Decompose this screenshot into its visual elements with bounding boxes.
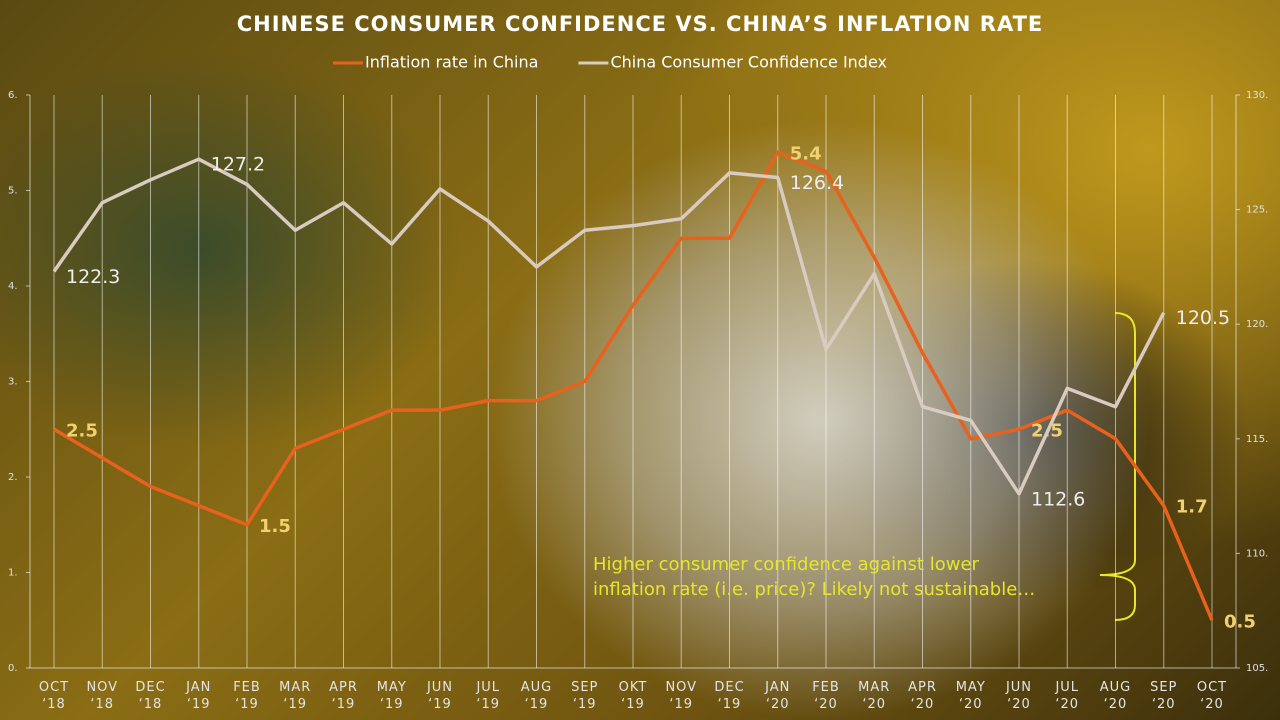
x-tick-label: DEC ‘18 <box>135 680 166 712</box>
series-line <box>52 157 1166 496</box>
x-tick-label: JUL ‘19 <box>476 680 501 712</box>
x-tick-label: JUN ‘20 <box>1005 680 1033 712</box>
x-tick-label: JAN ‘19 <box>186 680 212 712</box>
x-tick-label: AUG ‘19 <box>520 680 553 712</box>
x-tick-label: FEB ‘20 <box>812 680 840 712</box>
x-tick-label: DEC ‘19 <box>714 680 745 712</box>
x-tick-label: MAY ‘19 <box>376 680 407 712</box>
y2-tick-label: 105. <box>1246 663 1268 674</box>
annotation: inflation rate (i.e. price)? Likely not … <box>593 579 1036 600</box>
y-tick-label: 3. <box>8 377 18 388</box>
x-tick-label: FEB ‘19 <box>233 680 261 712</box>
y-tick-label: 6. <box>8 90 18 101</box>
data-label: 112.6 <box>1031 488 1085 510</box>
x-tick-label: JAN ‘20 <box>765 680 791 712</box>
y2-tick-label: 120. <box>1246 319 1268 330</box>
x-tick-label: JUN ‘19 <box>426 680 454 712</box>
chart-title: CHINESE CONSUMER CONFIDENCE VS. CHINA’S … <box>237 12 1044 36</box>
y2-tick-label: 125. <box>1246 205 1268 216</box>
x-tick-label: NOV ‘18 <box>86 680 119 712</box>
x-tick-label: OCT ‘18 <box>38 680 70 712</box>
data-label: 0.5 <box>1224 611 1256 632</box>
y2-tick-label: 130. <box>1246 90 1268 101</box>
y-tick-label: 5. <box>8 186 18 197</box>
x-tick-label: SEP ‘19 <box>571 680 599 712</box>
x-tick-label: JUL ‘20 <box>1055 680 1080 712</box>
y2-tick-label: 115. <box>1246 434 1268 445</box>
y2-tick-label: 110. <box>1246 548 1268 559</box>
annotation: Higher consumer confidence against lower <box>593 554 979 575</box>
x-tick-label: OCT ‘20 <box>1196 680 1228 712</box>
legend-label: China Consumer Confidence Index <box>610 53 887 72</box>
x-tick-label: SEP ‘20 <box>1150 680 1178 712</box>
x-tick-label: NOV ‘19 <box>665 680 698 712</box>
legend-label: Inflation rate in China <box>365 53 538 72</box>
x-tick-label: AUG ‘20 <box>1099 680 1132 712</box>
x-tick-label: APR ‘20 <box>908 680 937 712</box>
x-tick-label: MAR ‘20 <box>858 680 891 712</box>
y-tick-label: 1. <box>8 568 18 579</box>
data-label: 127.2 <box>211 154 265 176</box>
series-line <box>53 150 1214 621</box>
data-label: 126.4 <box>790 172 844 194</box>
x-tick-label: OKT ‘19 <box>618 680 648 712</box>
brace <box>1099 312 1136 621</box>
data-label: 2.5 <box>66 420 98 441</box>
y-tick-label: 2. <box>8 472 18 483</box>
data-label: 122.3 <box>66 266 120 288</box>
x-tick-label: APR ‘19 <box>329 680 358 712</box>
data-label: 1.5 <box>259 516 291 537</box>
x-tick-label: MAR ‘19 <box>279 680 312 712</box>
y-tick-label: 0. <box>8 663 18 674</box>
data-label: 5.4 <box>790 143 822 164</box>
y-tick-label: 4. <box>8 281 18 292</box>
x-tick-label: MAY ‘20 <box>955 680 986 712</box>
data-label: 1.7 <box>1176 497 1208 518</box>
data-label: 120.5 <box>1176 307 1230 329</box>
